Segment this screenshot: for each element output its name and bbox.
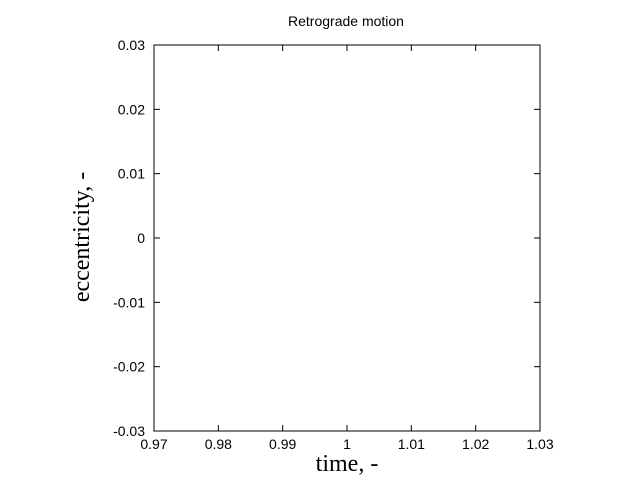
y-tick-label: -0.01 <box>113 294 145 310</box>
x-tick-label: 0.98 <box>205 436 232 452</box>
y-tick-label: 0.03 <box>118 37 145 53</box>
y-tick-label: -0.03 <box>113 423 145 439</box>
y-axis-label: eccentricity, - <box>69 172 95 302</box>
x-tick-label: 1.03 <box>526 436 553 452</box>
x-tick-label: 0.99 <box>269 436 296 452</box>
x-tick-label: 0.97 <box>140 436 167 452</box>
y-tick-label: 0.01 <box>118 166 145 182</box>
x-tick-label: 1.01 <box>398 436 425 452</box>
y-axis: 0.03 0.02 0.01 0 -0.01 -0.02 -0.03 <box>113 37 540 439</box>
x-tick-label: 1.02 <box>462 436 489 452</box>
y-tick-label: 0.02 <box>118 101 145 117</box>
y-tick-label: -0.02 <box>113 359 145 375</box>
chart-title: Retrograde motion <box>288 13 404 29</box>
x-axis-label: time, - <box>316 451 379 477</box>
y-tick-label: 0 <box>137 230 145 246</box>
x-axis: 0.97 0.98 0.99 1 1.01 1.02 1.03 <box>140 45 554 452</box>
x-tick-label: 1 <box>343 436 351 452</box>
